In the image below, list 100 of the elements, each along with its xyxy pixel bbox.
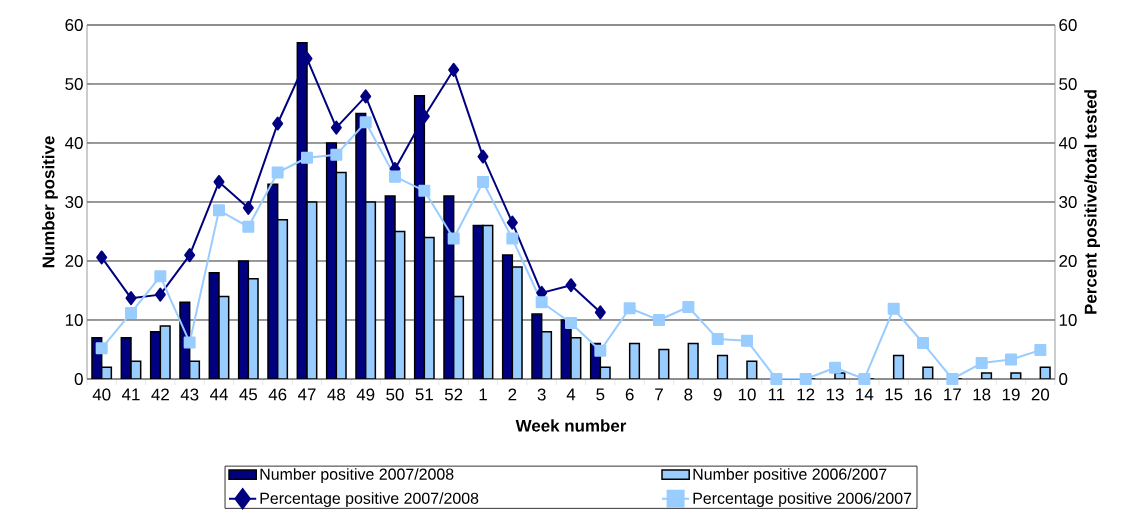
x-tick-label: 48 — [327, 388, 346, 401]
y2-tick-label: 0 — [1059, 373, 1068, 385]
point — [242, 220, 255, 233]
x-tick-label: 44 — [209, 388, 228, 401]
x-tick-label: 17 — [944, 388, 961, 401]
point — [154, 287, 166, 302]
point — [301, 151, 313, 164]
point — [623, 302, 636, 315]
point — [1034, 344, 1047, 357]
bar — [501, 254, 514, 379]
point — [389, 170, 401, 183]
x-tick-label: 41 — [121, 388, 140, 401]
point — [418, 184, 431, 197]
x-axis-title: Week number — [515, 419, 627, 432]
point — [330, 148, 343, 161]
point — [125, 291, 137, 306]
x-tick-label: 19 — [1002, 388, 1020, 401]
point — [682, 301, 695, 314]
point — [213, 174, 225, 189]
legend-label: Number positive 2007/2008 — [260, 468, 454, 483]
x-tick-label: 6 — [625, 388, 634, 401]
point — [330, 120, 342, 135]
x-tick-label: 52 — [444, 388, 463, 401]
x-tick-label: 9 — [713, 388, 722, 401]
point — [565, 316, 577, 329]
y2-axis-title: Percent positive/total tested — [1084, 90, 1100, 314]
point — [506, 215, 518, 230]
point — [975, 357, 988, 370]
point — [96, 250, 108, 265]
point — [359, 116, 372, 129]
point — [477, 175, 489, 188]
point — [477, 149, 489, 164]
point — [272, 116, 284, 131]
point — [741, 334, 754, 347]
point — [858, 373, 871, 385]
y-axis-title: Number positive — [42, 136, 58, 268]
x-tick-label: 43 — [180, 388, 199, 401]
x-tick-label: 14 — [856, 388, 874, 401]
point — [271, 166, 284, 179]
y2-tick-label: 60 — [1059, 19, 1077, 31]
x-tick-label: 20 — [1031, 388, 1050, 401]
y-tick-label: 10 — [65, 314, 83, 326]
point — [653, 314, 666, 326]
point — [448, 62, 460, 77]
x-tick-label: 46 — [268, 388, 287, 401]
y2-tick-label: 30 — [1059, 196, 1077, 208]
x-tick-label: 10 — [738, 388, 756, 401]
y-tick-label: 40 — [65, 137, 83, 149]
x-tick-label: 42 — [151, 388, 169, 401]
point — [184, 248, 196, 263]
bar — [364, 201, 377, 379]
y2-tick-label: 40 — [1058, 137, 1077, 149]
x-tick-label: 40 — [92, 388, 111, 401]
point — [535, 296, 548, 309]
bar — [452, 295, 465, 379]
x-tick-label: 45 — [239, 388, 258, 401]
x-tick-label: 1 — [479, 388, 487, 401]
x-tick-label: 50 — [386, 388, 404, 401]
point — [213, 204, 225, 217]
point — [95, 342, 108, 355]
x-tick-label: 47 — [297, 388, 316, 401]
point — [887, 302, 900, 315]
y2-tick-label: 10 — [1059, 314, 1077, 326]
point — [183, 336, 196, 349]
point — [506, 232, 519, 245]
point — [711, 332, 724, 345]
x-tick-label: 49 — [356, 388, 375, 401]
y-tick-label: 60 — [65, 19, 83, 31]
x-tick-label: 15 — [885, 388, 903, 401]
bar — [276, 218, 289, 379]
point — [1005, 353, 1018, 366]
point — [360, 89, 372, 104]
x-tick-label: 12 — [797, 388, 815, 401]
x-tick-label: 16 — [914, 388, 932, 401]
x-tick-label: 8 — [684, 388, 693, 401]
point — [770, 373, 783, 385]
x-tick-label: 3 — [537, 388, 546, 401]
legend-label: Percentage positive 2006/2007 — [693, 492, 912, 508]
point — [829, 361, 842, 374]
y2-tick-label: 50 — [1059, 78, 1077, 90]
x-tick-label: 7 — [655, 388, 663, 401]
x-tick-label: 5 — [596, 388, 605, 401]
y-tick-label: 50 — [65, 78, 83, 90]
point — [946, 373, 959, 385]
x-tick-label: 13 — [826, 388, 844, 401]
point — [594, 344, 607, 357]
point — [154, 270, 167, 283]
point — [565, 278, 577, 293]
legend-label: Percentage positive 2007/2008 — [260, 492, 479, 508]
point — [447, 232, 460, 245]
bar — [237, 260, 250, 379]
point — [594, 305, 606, 320]
y2-tick-label: 20 — [1059, 255, 1077, 267]
x-tick-label: 2 — [508, 388, 517, 401]
y-tick-label: 30 — [65, 196, 83, 208]
x-tick-label: 18 — [973, 388, 991, 401]
point — [125, 306, 137, 319]
y-tick-label: 0 — [74, 373, 83, 385]
point — [799, 373, 812, 385]
x-tick-label: 4 — [566, 388, 576, 401]
